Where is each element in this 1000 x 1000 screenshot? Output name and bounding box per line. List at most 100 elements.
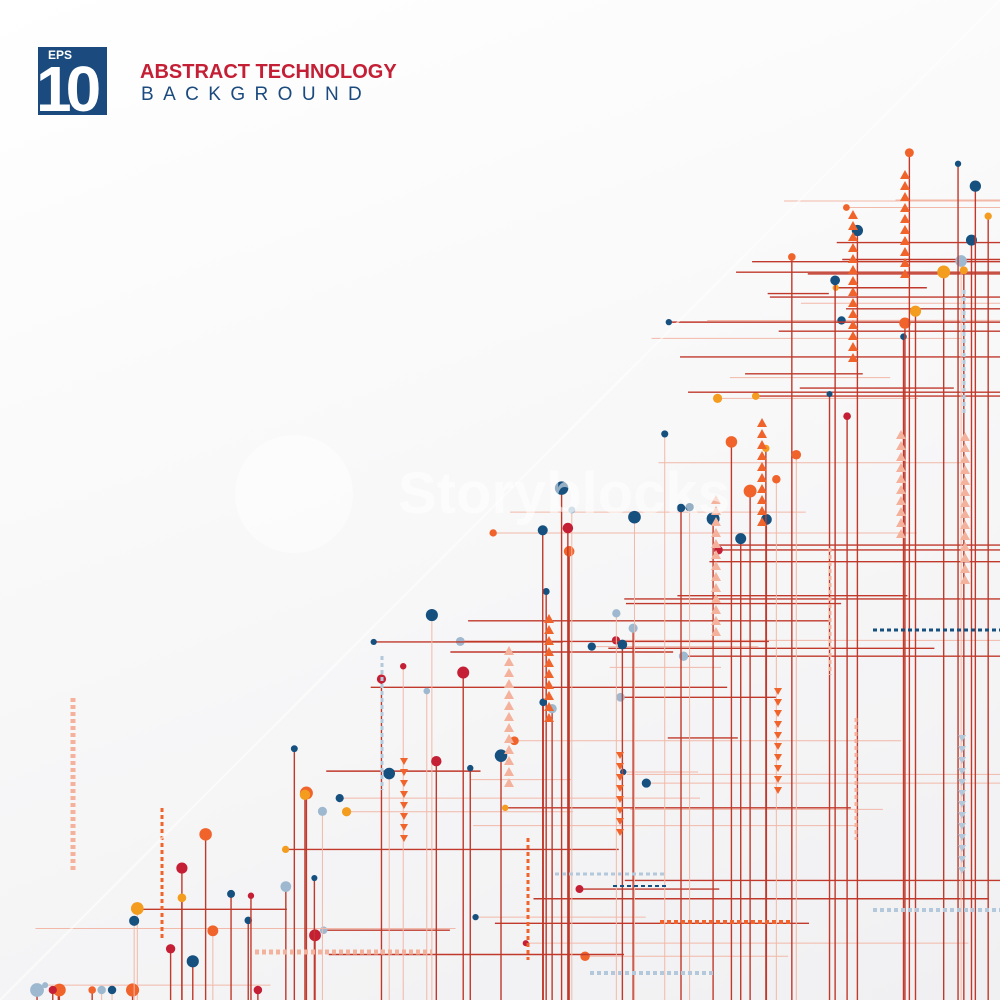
triangle-marker xyxy=(896,485,906,494)
dot xyxy=(678,651,689,661)
triangle-marker xyxy=(958,812,966,819)
triangle-marker xyxy=(960,564,970,573)
dot xyxy=(335,794,344,803)
triangle-marker xyxy=(960,520,970,529)
dot xyxy=(580,951,590,961)
dot xyxy=(165,944,176,954)
triangle-marker xyxy=(900,269,910,278)
triangle-marker xyxy=(544,713,554,722)
dot xyxy=(965,234,977,246)
dot xyxy=(457,666,470,679)
dot xyxy=(290,745,298,753)
dot xyxy=(425,609,438,622)
triangle-marker xyxy=(504,679,514,688)
triangle-marker xyxy=(757,484,767,493)
watermark-logo-icon xyxy=(235,435,353,553)
triangle-marker xyxy=(848,353,858,362)
triangle-marker xyxy=(504,756,514,765)
triangle-marker xyxy=(774,765,782,772)
triangle-marker xyxy=(900,170,910,179)
triangle-marker xyxy=(900,258,910,267)
triangle-marker xyxy=(958,735,966,742)
triangle-marker xyxy=(960,465,970,474)
triangle-marker xyxy=(711,605,721,614)
triangle-marker xyxy=(848,221,858,230)
triangle-marker xyxy=(616,829,624,836)
dot xyxy=(554,481,569,495)
triangle-marker xyxy=(896,474,906,483)
triangle-marker xyxy=(757,462,767,471)
triangle-marker xyxy=(544,702,554,711)
dot xyxy=(319,926,328,934)
dot xyxy=(299,789,311,800)
triangle-marker xyxy=(400,791,408,798)
triangle-marker xyxy=(774,732,782,739)
triangle-marker xyxy=(504,668,514,677)
triangle-marker xyxy=(848,298,858,307)
triangle-marker xyxy=(958,834,966,841)
dot xyxy=(665,318,672,326)
triangle-marker xyxy=(400,813,408,820)
dot xyxy=(826,390,833,398)
triangle-marker xyxy=(848,265,858,274)
dot xyxy=(843,204,850,211)
triangle-marker xyxy=(711,528,721,537)
triangle-marker xyxy=(774,776,782,783)
triangle-marker xyxy=(504,712,514,721)
dot xyxy=(676,503,686,513)
dot xyxy=(751,392,760,400)
dot xyxy=(628,623,638,633)
dot xyxy=(984,212,992,220)
triangle-marker xyxy=(400,780,408,787)
dot xyxy=(317,806,328,816)
triangle-marker xyxy=(616,818,624,825)
dot xyxy=(899,317,911,329)
triangle-marker xyxy=(757,440,767,449)
triangle-marker xyxy=(958,790,966,797)
triangle-marker xyxy=(960,542,970,551)
triangle-marker xyxy=(958,867,966,874)
triangle-marker xyxy=(900,192,910,201)
dot xyxy=(788,253,796,261)
dot xyxy=(575,885,584,894)
dot xyxy=(88,986,96,994)
dot xyxy=(107,985,117,995)
eps-badge: EPS 10 xyxy=(38,47,107,115)
triangle-marker xyxy=(774,754,782,761)
triangle-marker xyxy=(960,454,970,463)
dot xyxy=(431,756,442,767)
triangle-marker xyxy=(958,801,966,808)
triangle-marker xyxy=(958,779,966,786)
triangle-marker xyxy=(848,320,858,329)
dot xyxy=(937,265,951,279)
triangle-marker xyxy=(848,331,858,340)
triangle-marker xyxy=(896,529,906,538)
dot xyxy=(539,698,548,707)
dot xyxy=(501,804,509,812)
triangle-marker xyxy=(757,429,767,438)
dot xyxy=(130,902,144,915)
triangle-marker xyxy=(544,691,554,700)
triangle-marker xyxy=(504,767,514,776)
triangle-marker xyxy=(757,473,767,482)
dot xyxy=(227,889,236,898)
triangle-marker xyxy=(900,225,910,234)
dot xyxy=(176,862,188,874)
triangle-marker xyxy=(848,309,858,318)
dot xyxy=(562,522,574,534)
dot xyxy=(542,587,550,595)
dot xyxy=(685,502,694,512)
dot xyxy=(830,275,840,286)
dot xyxy=(253,985,263,995)
dot xyxy=(207,925,219,937)
triangle-marker xyxy=(896,463,906,472)
triangle-marker xyxy=(711,517,721,526)
triangle-marker xyxy=(774,787,782,794)
dot xyxy=(661,430,669,438)
triangle-marker xyxy=(400,835,408,842)
triangle-marker xyxy=(711,594,721,603)
triangle-marker xyxy=(711,550,721,559)
triangle-marker xyxy=(896,452,906,461)
triangle-marker xyxy=(504,778,514,787)
